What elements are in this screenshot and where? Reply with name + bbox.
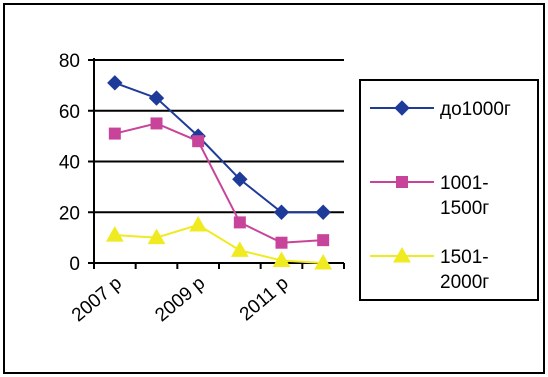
data-point-1-0 [108, 127, 121, 140]
data-point-0-3 [232, 171, 248, 187]
y-tick-label-4: 80 [59, 51, 80, 72]
data-point-0-4 [273, 204, 290, 220]
y-tick-label-1: 20 [59, 203, 80, 224]
data-point-0-5 [315, 204, 331, 220]
legend-label-2-1: 2000г [440, 272, 489, 293]
series-line-2 [114, 223, 324, 264]
series-line-1 [114, 122, 324, 244]
y-tick-label-0: 0 [69, 254, 80, 275]
legend-marker-2 [393, 246, 411, 263]
data-point-1-3 [233, 216, 246, 229]
y-tick-label-3: 60 [59, 102, 80, 123]
data-point-2-1 [147, 228, 166, 245]
data-point-1-1 [150, 117, 163, 130]
data-point-2-0 [105, 226, 124, 242]
data-point-1-2 [192, 135, 205, 148]
data-point-2-2 [189, 215, 208, 232]
legend-label-1-1: 1500г [440, 198, 489, 219]
data-point-0-0 [107, 75, 123, 91]
legend-marker-0 [394, 100, 410, 116]
y-tick-label-2: 40 [59, 153, 80, 174]
legend-label-2-0: 1501- [440, 247, 489, 268]
legend-marker-1 [396, 176, 408, 188]
data-point-0-1 [148, 90, 165, 106]
legend-label-0-0: до1000г [440, 99, 511, 120]
data-point-1-5 [317, 234, 330, 247]
data-point-2-5 [314, 253, 333, 270]
data-point-1-4 [275, 236, 288, 249]
data-point-2-4 [272, 251, 291, 267]
data-point-2-3 [230, 241, 249, 257]
legend-label-1-0: 1001- [440, 173, 489, 194]
legend-box [359, 79, 539, 301]
